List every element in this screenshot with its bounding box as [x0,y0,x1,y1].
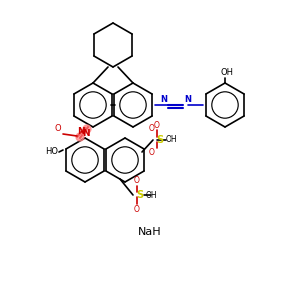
Text: O: O [134,205,140,214]
Text: OH: OH [220,68,233,77]
Text: N: N [82,129,90,138]
Text: O: O [134,176,140,185]
Text: S: S [156,135,163,145]
Text: S: S [136,190,143,200]
Circle shape [76,133,84,141]
Text: OH: OH [146,190,158,200]
Circle shape [83,125,91,133]
Text: N: N [160,95,167,104]
Text: O: O [54,124,61,133]
Text: O: O [149,124,155,133]
Text: OH: OH [166,136,178,145]
Text: N: N [184,95,191,104]
Text: HO: HO [45,148,58,157]
Text: N: N [77,127,85,136]
Text: NaH: NaH [138,227,162,237]
Text: O: O [149,148,155,157]
Text: O: O [154,121,160,130]
